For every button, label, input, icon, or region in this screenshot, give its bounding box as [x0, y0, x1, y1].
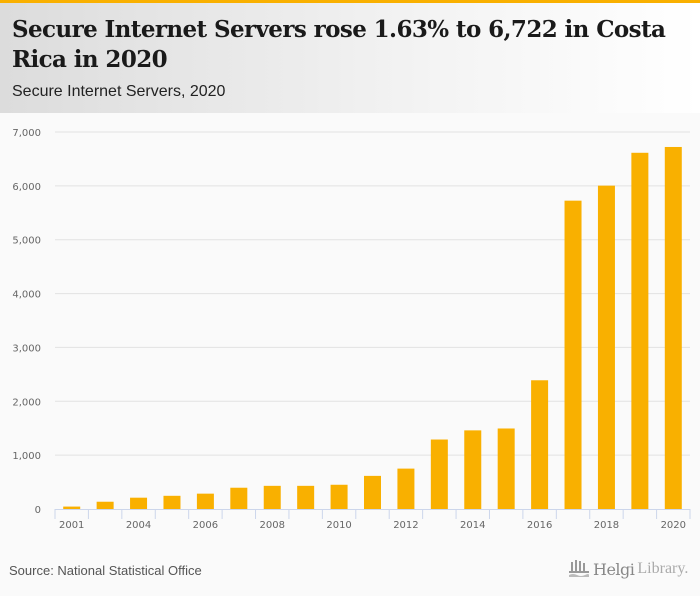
bar-2012[interactable]: [397, 468, 415, 509]
y-tick-label: 5,000: [12, 236, 41, 247]
bar-2007[interactable]: [230, 487, 248, 509]
bar-2019[interactable]: [631, 152, 649, 509]
chart-title: Secure Internet Servers rose 1.63% to 6,…: [12, 16, 666, 73]
y-tick-label: 7,000: [12, 128, 41, 139]
bar-2015[interactable]: [497, 428, 515, 509]
bar-2014[interactable]: [464, 430, 482, 509]
bar-2010[interactable]: [330, 484, 348, 509]
x-tick-label: 2020: [661, 520, 686, 531]
bar-2016[interactable]: [531, 380, 549, 509]
bar-chart: 0 1,000 2,000 3,000 4,000 5,000 6,000 7,000 200…: [12, 128, 691, 531]
logo-text-library: Library.: [637, 560, 689, 577]
bar-2004[interactable]: [130, 497, 148, 509]
bar-2001[interactable]: [63, 506, 81, 509]
bar-2017[interactable]: [564, 200, 582, 510]
x-tick-label: 2014: [460, 520, 485, 531]
library-columns-icon: [569, 560, 589, 577]
y-axis-labels: 0 1,000 2,000 3,000 4,000 5,000 6,000 7,000: [12, 128, 41, 516]
x-tick-label: 2010: [326, 520, 351, 531]
y-tick-label: 0: [35, 505, 41, 516]
bar-2009[interactable]: [297, 485, 315, 509]
x-tick-label: 2006: [193, 520, 218, 531]
bar-2020[interactable]: [664, 146, 682, 509]
bar-2018[interactable]: [597, 185, 615, 509]
source-note: Source: National Statistical Office: [9, 563, 202, 578]
x-tick-label: 2004: [126, 520, 151, 531]
y-tick-label: 2,000: [12, 397, 41, 408]
bar-2011[interactable]: [364, 475, 381, 509]
bars: [63, 146, 682, 510]
x-tick-label: 2001: [59, 520, 84, 531]
bar-2013[interactable]: [430, 439, 448, 509]
x-tick-label: 2018: [594, 520, 619, 531]
bar-2005[interactable]: [163, 495, 181, 509]
y-tick-label: 1,000: [12, 451, 41, 462]
helgi-library-logo[interactable]: Helgi Library.: [568, 559, 688, 579]
chart-header: Secure Internet Servers rose 1.63% to 6,…: [0, 3, 700, 113]
y-tick-label: 6,000: [12, 182, 41, 193]
gridlines: [55, 131, 690, 456]
x-axis: 2001 2004 2006 2008 2010 2012 2014 2016 2018 2020: [54, 509, 691, 531]
x-tick-label: 2008: [260, 520, 285, 531]
bar-2006[interactable]: [196, 493, 214, 509]
y-tick-label: 4,000: [12, 290, 41, 301]
accent-bar: [0, 0, 700, 3]
x-tick-label: 2012: [393, 520, 418, 531]
x-tick-label: 2016: [527, 520, 552, 531]
chart-subtitle: Secure Internet Servers, 2020: [12, 83, 226, 100]
bar-2003[interactable]: [96, 501, 114, 509]
logo-text-helgi: Helgi: [593, 559, 635, 579]
bar-2008[interactable]: [263, 485, 281, 509]
y-tick-label: 3,000: [12, 343, 41, 354]
